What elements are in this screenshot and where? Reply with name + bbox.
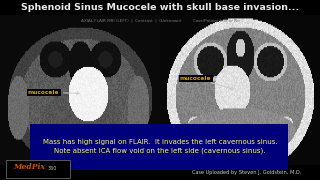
Text: mucocele: mucocele bbox=[180, 76, 233, 89]
Text: Mass has high signal on FLAIR.  It invades the left cavernous sinus.
Note absent: Mass has high signal on FLAIR. It invade… bbox=[43, 139, 277, 154]
FancyBboxPatch shape bbox=[6, 160, 70, 178]
Text: Sphenoid Sinus Mucocele with skull base invasion...: Sphenoid Sinus Mucocele with skull base … bbox=[21, 3, 299, 12]
Text: 360: 360 bbox=[47, 166, 57, 171]
FancyBboxPatch shape bbox=[30, 124, 288, 170]
Text: MedPix: MedPix bbox=[13, 163, 45, 171]
Text: Case Uploaded by Steven J. Goldstein, M.D.: Case Uploaded by Steven J. Goldstein, M.… bbox=[192, 170, 301, 175]
Text: mucocele: mucocele bbox=[28, 90, 79, 95]
Text: AXIAL FLAIR MRI (LEFT)  |  Contrast  |  (Unknown)         Case/Patient Info or N: AXIAL FLAIR MRI (LEFT) | Contrast | (Unk… bbox=[81, 19, 239, 23]
